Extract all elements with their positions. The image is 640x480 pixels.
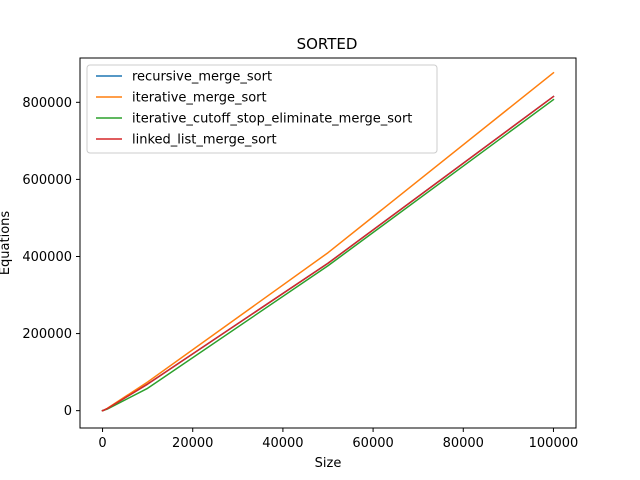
x-tick-label: 20000 xyxy=(172,436,213,451)
legend-entry-iterative_cutoff_stop_eliminate_merge_sort: iterative_cutoff_stop_eliminate_merge_so… xyxy=(132,112,412,127)
y-tick-label: 600000 xyxy=(22,173,72,188)
y-tick-label: 800000 xyxy=(22,96,72,111)
x-axis: 0 20000 40000 60000 80000 100000 xyxy=(98,428,578,451)
y-axis-label: Equations xyxy=(0,211,13,276)
chart-title: SORTED xyxy=(297,35,358,53)
y-axis: 0 200000 400000 600000 800000 xyxy=(22,96,80,419)
x-tick-label: 100000 xyxy=(529,436,579,451)
x-tick-label: 60000 xyxy=(352,436,393,451)
x-tick-label: 80000 xyxy=(443,436,484,451)
x-tick-label: 0 xyxy=(98,436,106,451)
x-axis-label: Size xyxy=(315,456,342,471)
legend-entry-recursive_merge_sort: recursive_merge_sort xyxy=(132,70,272,85)
y-tick-label: 400000 xyxy=(22,250,72,265)
x-tick-label: 40000 xyxy=(262,436,303,451)
legend-entry-iterative_merge_sort: iterative_merge_sort xyxy=(132,91,267,106)
y-tick-label: 0 xyxy=(64,404,72,419)
y-tick-label: 200000 xyxy=(22,327,72,342)
legend-entry-linked_list_merge_sort: linked_list_merge_sort xyxy=(132,133,277,148)
series-line-linked_list_merge_sort xyxy=(101,95,555,412)
plot-area xyxy=(101,71,555,412)
legend-box xyxy=(86,64,438,154)
plot-frame xyxy=(79,57,577,429)
legend: recursive_merge_sort iterative_merge_sort… xyxy=(86,64,438,154)
